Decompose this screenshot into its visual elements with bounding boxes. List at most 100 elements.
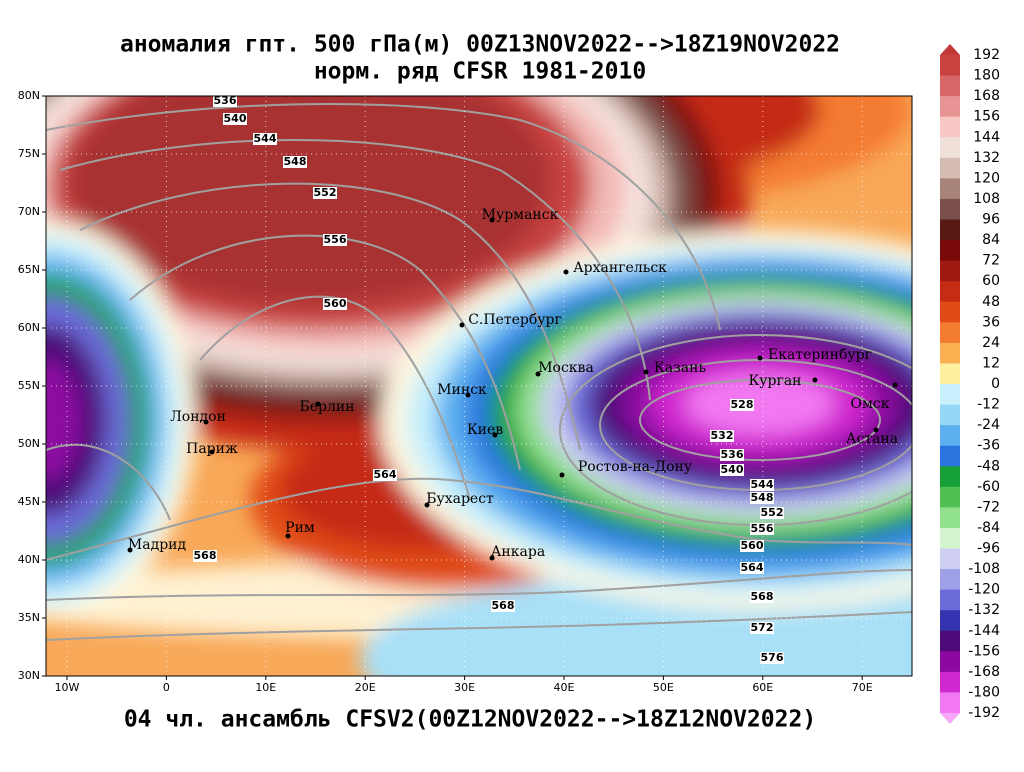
- contour-label-bg: [740, 562, 764, 574]
- colorbar-label: -60: [977, 479, 1000, 495]
- colorbar-label: 96: [982, 212, 1000, 228]
- colorbar-label: 180: [973, 68, 1000, 84]
- colorbar-swatch: [940, 630, 960, 652]
- city-name: Астана: [846, 431, 898, 447]
- contour-label: 528: [731, 398, 754, 411]
- contour-label: 540: [721, 463, 744, 476]
- colorbar-swatch: [940, 363, 960, 385]
- contour-label-bg: [750, 523, 774, 535]
- lon-label: 60E: [752, 681, 773, 694]
- city-dot: [563, 269, 569, 275]
- lat-label: 50N: [18, 437, 40, 450]
- colorbar-label: 156: [973, 109, 1000, 125]
- colorbar-swatch: [940, 240, 960, 262]
- contour-label: 540: [224, 112, 247, 125]
- city-dot: [892, 382, 898, 388]
- cities: Мурманск Архангельск С.Петербург Москва Каза…: [127, 207, 898, 561]
- city-dot: [127, 547, 133, 553]
- contour-label: 556: [324, 233, 347, 246]
- colorbar-label: 48: [982, 294, 1000, 310]
- colorbar-label: -144: [968, 623, 1000, 639]
- lat-label: 80N: [18, 89, 40, 102]
- city-dot: [285, 533, 291, 539]
- lon-label: 50E: [653, 681, 674, 694]
- colorbar-swatch: [940, 157, 960, 179]
- contour-label-bg: [323, 234, 347, 246]
- lat-label: 55N: [18, 379, 40, 392]
- colorbar-label: 168: [973, 88, 1000, 104]
- colorbar-swatch: [940, 445, 960, 467]
- contour-label: 560: [741, 539, 764, 552]
- contour-label-bg: [283, 156, 307, 168]
- lon-label: 0: [163, 681, 170, 694]
- contour-label: 564: [374, 468, 397, 481]
- city-name: Екатеринбург: [768, 347, 872, 363]
- colorbar-label: 192: [973, 47, 1000, 63]
- contour-label: 556: [751, 522, 774, 535]
- colorbar-label: -96: [977, 541, 1000, 557]
- colorbar-swatch: [940, 527, 960, 549]
- contour-label-bg: [730, 399, 754, 411]
- city-name: Ростов-на-Дону: [578, 459, 693, 475]
- city-dot: [424, 502, 430, 508]
- lat-label: 60N: [18, 321, 40, 334]
- contour-label-bg: [323, 298, 347, 310]
- contour-label-bg: [491, 600, 515, 612]
- city-name: Рим: [285, 520, 315, 536]
- city-dot: [459, 322, 465, 328]
- colorbar-label: 144: [973, 129, 1000, 145]
- city-name: Омск: [851, 396, 890, 412]
- colorbar-swatch: [940, 322, 960, 344]
- contour-label: 552: [761, 506, 784, 519]
- city-dot: [535, 371, 541, 377]
- colorbar-swatch: [940, 301, 960, 323]
- contour-label-bg: [373, 469, 397, 481]
- colorbar-swatch: [940, 384, 960, 406]
- graticule: [46, 96, 912, 676]
- colorbar-extend: [940, 713, 960, 724]
- lat-label: 75N: [18, 147, 40, 160]
- city-dot: [489, 555, 495, 561]
- contour-label: 572: [751, 621, 774, 634]
- contour-label-bg: [710, 430, 734, 442]
- colorbar-swatch: [940, 75, 960, 97]
- city-dot: [492, 432, 498, 438]
- city-dot: [465, 392, 471, 398]
- colorbar-label: -108: [968, 561, 1000, 577]
- colorbar-label: 24: [982, 335, 1000, 351]
- map-field: Мурманск Архангельск С.Петербург Москва Каза…: [46, 96, 912, 676]
- colorbar-swatch: [940, 671, 960, 693]
- colorbar-swatch: [940, 651, 960, 673]
- lon-label: 70E: [852, 681, 873, 694]
- colorbar-swatch: [940, 507, 960, 529]
- city-dot: [489, 217, 495, 223]
- colorbar-label: -180: [968, 684, 1000, 700]
- contour-label-bg: [193, 550, 217, 562]
- contour-label-bg: [760, 507, 784, 519]
- colorbar: 1921801681561441321201089684726048362412…: [940, 44, 1000, 724]
- contour-label: 552: [314, 186, 337, 199]
- colorbar-label: 36: [982, 314, 1000, 330]
- contour-label-bg: [313, 187, 337, 199]
- colorbar-label: -24: [977, 417, 1000, 433]
- city-name: С.Петербург: [468, 312, 562, 328]
- colorbar-swatch: [940, 466, 960, 488]
- axes: 80N 75N 70N 65N 60N 55N 50N 45N 40N 35N 30N 10W 0 10E…: [18, 89, 873, 694]
- city-name: Бухарест: [426, 491, 494, 507]
- colorbar-label: -192: [968, 705, 1000, 721]
- city-name: Мурманск: [482, 207, 559, 223]
- colorbar-label: -132: [968, 602, 1000, 618]
- city-dot: [757, 355, 763, 361]
- colorbar-swatch: [940, 178, 960, 200]
- lon-label: 30E: [454, 681, 475, 694]
- city-name: Москва: [538, 360, 594, 376]
- colorbar-swatch: [940, 55, 960, 77]
- colorbar-label: -156: [968, 643, 1000, 659]
- colorbar-label: -36: [977, 438, 1000, 454]
- footer: 04 чл. ансамбль CFSV2(00Z12NOV2022-->18Z…: [124, 707, 816, 733]
- city-name: Мадрид: [128, 537, 187, 553]
- city-name: Архангельск: [573, 260, 667, 276]
- contour-label-bg: [750, 622, 774, 634]
- contour-label: 576: [761, 651, 784, 664]
- contour-label-bg: [750, 591, 774, 603]
